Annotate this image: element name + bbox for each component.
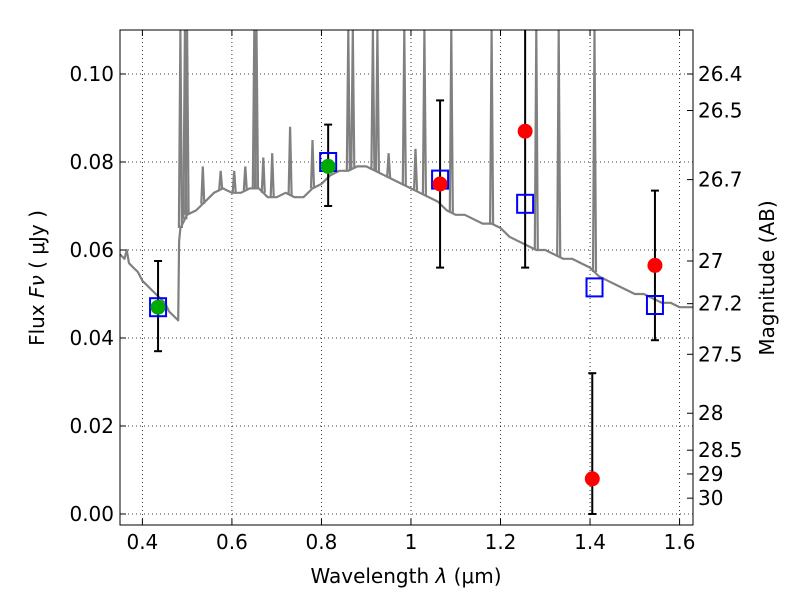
emission-line (269, 153, 275, 198)
emission-line (374, 29, 380, 172)
emission-line (287, 126, 293, 196)
x-tick-label: 1 (405, 530, 418, 554)
y-tick-label: 0.06 (69, 238, 114, 262)
x-axis-label-prefix: Wavelength (310, 564, 435, 588)
y-tick-label: 0.02 (69, 414, 114, 438)
emission-line (242, 166, 248, 191)
x-tick-label: 1.6 (664, 530, 696, 554)
emission-line (386, 153, 392, 178)
x-tick-label: 0.4 (126, 530, 158, 554)
tick-layer: 0.4 0.6 0.8 1 1.2 1.4 1.6 0.00 0.02 0.04 0.06 0.08 0… (69, 30, 743, 554)
green-data-point (150, 299, 166, 315)
y-axis-label-suffix: ( μJy ) (25, 210, 49, 275)
model-box-layer (149, 152, 664, 318)
green-data-point (320, 158, 336, 174)
emission-line (177, 29, 183, 229)
emission-line (370, 29, 376, 170)
y2-tick-label: 28 (698, 401, 723, 425)
emission-line (260, 157, 266, 193)
model-box (516, 193, 535, 214)
grid-lines (120, 30, 693, 525)
emission-line (533, 29, 539, 251)
y-tick-label: 0.00 (69, 502, 114, 526)
emission-line (556, 29, 562, 257)
model-box (585, 277, 604, 298)
y2-tick-label: 30 (698, 486, 723, 510)
model-box (149, 297, 168, 318)
model-box (645, 295, 664, 315)
x-tick-label: 0.6 (216, 530, 248, 554)
spectrum-line (119, 165, 693, 322)
emission-line (448, 29, 454, 213)
x-axis-label-math: λ (434, 564, 447, 588)
y-tick-label: 0.10 (69, 62, 114, 86)
y-tick-label: 0.04 (69, 326, 114, 350)
red-data-point (432, 176, 448, 192)
y2-tick-label: 29 (698, 462, 723, 486)
red-data-point (517, 123, 533, 139)
y2-tick-label: 26.5 (698, 99, 743, 123)
x-tick-label: 0.8 (306, 530, 338, 554)
red-data-point (584, 471, 600, 487)
y2-tick-label: 27.2 (698, 292, 743, 316)
red-data-point (647, 257, 663, 273)
y-axis-label-prefix: Flux (25, 298, 49, 346)
emission-line (412, 148, 419, 191)
y-axis-label-math: Fν (25, 275, 49, 298)
errorbar-layer (154, 30, 659, 515)
y2-tick-label: 27 (698, 249, 723, 273)
plot-frame (119, 29, 694, 526)
y2-tick-label: 27.5 (698, 342, 743, 366)
emission-line (421, 29, 427, 196)
x-tick-label: 1.4 (574, 530, 606, 554)
emission-line (309, 139, 316, 189)
y-tick-label: 0.08 (69, 150, 114, 174)
emission-line (350, 29, 356, 169)
emission-line (489, 29, 495, 224)
emission-line (591, 29, 598, 273)
emission-line (231, 170, 237, 193)
x-axis-label-suffix: (μm) (447, 564, 501, 588)
y2-tick-label: 26.7 (698, 168, 743, 192)
y2-tick-label: 26.4 (698, 62, 743, 86)
emission-line (218, 170, 224, 190)
x-tick-label: 1.2 (485, 530, 517, 554)
y2-tick-label: 28.5 (698, 438, 743, 462)
y-axis-label: Flux Fν ( μJy ) (25, 210, 49, 346)
x-axis-label: Wavelength λ (μm) (310, 564, 501, 588)
emission-line (345, 29, 351, 171)
emission-line (200, 166, 206, 204)
y2-axis-label: Magnitude (AB) (755, 200, 779, 355)
data-point-layer (150, 123, 663, 487)
spectrum-layer (119, 29, 693, 322)
